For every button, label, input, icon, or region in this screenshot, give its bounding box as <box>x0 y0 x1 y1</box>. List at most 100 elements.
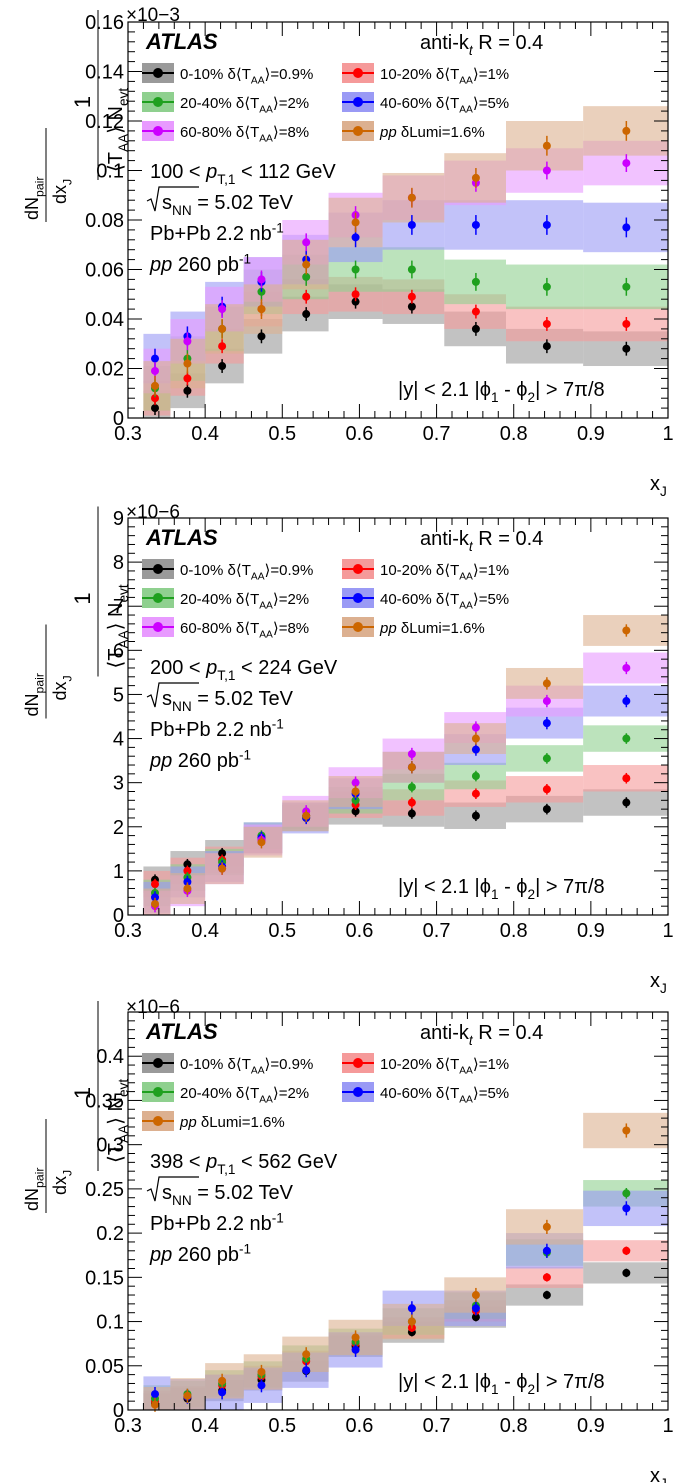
point-pp-5 <box>351 1333 360 1342</box>
pbpb-luminosity: Pb+Pb 2.2 nb-1 <box>150 1210 284 1235</box>
legend-label: 60-80% δ⟨TAA⟩=8% <box>180 124 309 145</box>
x-tick-label: 0.3 <box>114 1415 142 1437</box>
point-0-10%-5 <box>351 297 360 306</box>
selection-cuts: |y| < 2.1 |ϕ1 - ϕ2| > 7π/8 <box>398 1371 605 1397</box>
point-pp-4 <box>302 1350 311 1359</box>
point-pp-1 <box>183 359 192 368</box>
point-pp-7 <box>471 1291 480 1300</box>
x-tick-label: 0.4 <box>191 920 219 942</box>
point-40-60%-4 <box>302 1366 311 1375</box>
y-tick-label: 7 <box>113 596 124 618</box>
jet-algorithm: anti-kt R = 0.4 <box>420 1022 543 1048</box>
y-label-one: 1 <box>70 96 95 108</box>
point-40-60%-8 <box>542 1246 551 1255</box>
legend: 0-10% δ⟨TAA⟩=0.9% 10-20% δ⟨TAA⟩=1% 20-40% … <box>142 559 509 641</box>
point-40-60%-7 <box>471 220 480 229</box>
point-40-60%-0 <box>151 893 159 902</box>
x-tick-label: 1 <box>662 1415 673 1437</box>
point-60-80%-9 <box>622 159 631 168</box>
legend-label: 0-10% δ⟨TAA⟩=0.9% <box>180 66 313 87</box>
legend-marker <box>353 68 363 78</box>
point-0-10%-6 <box>407 809 416 818</box>
x-tick-label: 0.4 <box>191 1415 219 1437</box>
point-10-20%-4 <box>302 292 311 301</box>
point-60-80%-0 <box>151 366 159 375</box>
y-tick-label: 0.1 <box>96 1312 124 1334</box>
point-10-20%-1 <box>183 866 192 875</box>
point-pp-9 <box>622 1126 631 1135</box>
point-pp-9 <box>622 126 631 135</box>
point-0-10%-9 <box>622 798 631 807</box>
point-10-20%-8 <box>542 785 551 794</box>
point-10-20%-9 <box>622 319 631 328</box>
point-0-10%-3 <box>257 332 266 341</box>
pt-range: 398 < pT,1 < 562 GeV <box>150 1151 338 1177</box>
point-20-40%-8 <box>542 754 551 763</box>
point-0-10%-2 <box>218 362 227 371</box>
point-20-40%-7 <box>471 772 480 781</box>
x-axis-label: xJ <box>650 970 667 996</box>
point-10-20%-8 <box>542 319 551 328</box>
point-60-80%-3 <box>257 275 266 284</box>
legend-label: pp δLumi=1.6% <box>179 1114 285 1131</box>
legend-label: 60-80% δ⟨TAA⟩=8% <box>180 620 309 641</box>
point-60-80%-4 <box>302 238 311 247</box>
point-10-20%-5 <box>351 290 360 299</box>
point-0-10%-2 <box>218 849 227 858</box>
legend-label: 40-60% δ⟨TAA⟩=5% <box>380 95 509 116</box>
jet-algorithm: anti-kt R = 0.4 <box>420 32 543 58</box>
point-40-60%-6 <box>407 220 416 229</box>
point-0-10%-5 <box>351 807 360 816</box>
x-tick-label: 0.8 <box>500 423 528 445</box>
y-tick-label: 0.14 <box>85 62 124 84</box>
point-20-40%-5 <box>351 796 360 805</box>
point-pp-3 <box>257 305 266 314</box>
x-axis-label: xJ <box>650 473 667 499</box>
x-axis: 0.3 0.4 0.5 0.6 0.7 0.8 0.9 1 xJ <box>114 1012 674 1483</box>
legend-marker <box>353 622 363 632</box>
x-tick-label: 1 <box>662 423 673 445</box>
plot-frame <box>127 1011 669 1411</box>
x-tick-label: 0.3 <box>114 920 142 942</box>
kinematic-info: 200 < pT,1 < 224 GeV sNN = 5.02 TeVPb+Pb … <box>146 657 338 772</box>
legend-marker <box>353 1087 363 1097</box>
x-tick-label: 0.6 <box>346 920 374 942</box>
point-pp-7 <box>471 734 480 743</box>
legend: 0-10% δ⟨TAA⟩=0.9% 10-20% δ⟨TAA⟩=1% 20-40% … <box>142 1053 509 1131</box>
point-0-10%-8 <box>542 805 551 814</box>
sqrt-symbol <box>146 682 199 708</box>
collision-energy: sNN = 5.02 TeV <box>162 688 294 714</box>
pbpb-luminosity: Pb+Pb 2.2 nb-1 <box>150 716 284 741</box>
y-tick-label: 0.06 <box>85 260 124 282</box>
point-40-60%-5 <box>351 1345 360 1354</box>
legend-label: 20-40% δ⟨TAA⟩=2% <box>180 591 309 612</box>
y-tick-label: 0.08 <box>85 210 124 232</box>
legend-label: 20-40% δ⟨TAA⟩=2% <box>180 95 309 116</box>
jet-algorithm: anti-kt R = 0.4 <box>420 528 543 554</box>
x-axis: 0.3 0.4 0.5 0.6 0.7 0.8 0.9 1 xJ <box>114 518 674 996</box>
point-40-60%-7 <box>471 1304 480 1313</box>
legend-marker <box>153 68 163 78</box>
point-10-20%-8 <box>542 1273 551 1282</box>
y-tick-label: 0 <box>113 905 124 927</box>
y-multiplier: ×10−6 <box>126 997 180 1018</box>
legend-marker <box>153 564 163 574</box>
point-pp-2 <box>218 324 227 333</box>
y-label-one: 1 <box>70 592 95 604</box>
x-axis-label: xJ <box>650 1465 667 1483</box>
x-tick-label: 0.6 <box>346 1415 374 1437</box>
sqrt-symbol <box>146 1176 199 1202</box>
point-20-40%-6 <box>407 265 416 274</box>
point-pp-3 <box>257 838 266 847</box>
data-points <box>151 1123 631 1412</box>
point-20-40%-5 <box>351 265 360 274</box>
point-pp-4 <box>302 811 311 820</box>
point-20-40%-6 <box>407 783 416 792</box>
legend-marker <box>353 97 363 107</box>
kinematic-info: 398 < pT,1 < 562 GeV sNN = 5.02 TeVPb+Pb … <box>146 1151 338 1266</box>
point-20-40%-9 <box>622 1189 631 1198</box>
point-0-10%-1 <box>183 386 192 395</box>
pp-luminosity: pp 260 pb-1 <box>149 251 251 276</box>
point-0-10%-9 <box>622 344 631 353</box>
point-pp-4 <box>302 260 311 269</box>
